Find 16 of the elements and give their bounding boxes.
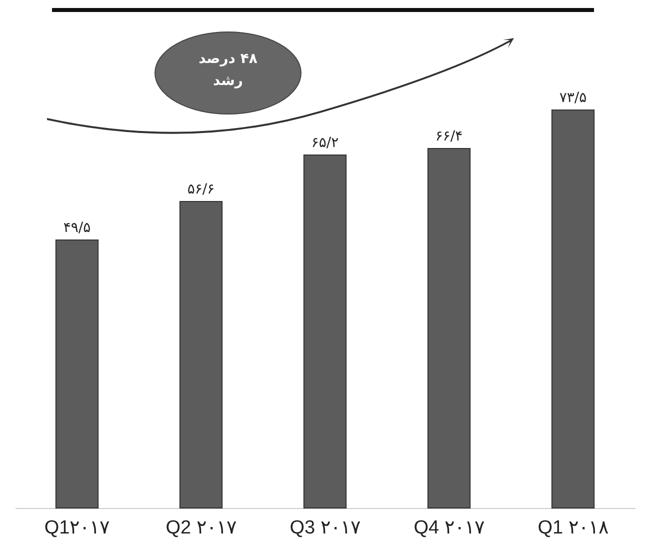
x-tick-label: Q4 ۲۰۱۷: [414, 518, 484, 538]
bar: [55, 239, 99, 508]
data-label: ۶۵/۲: [311, 134, 339, 151]
bar: [551, 110, 595, 508]
x-tick-label: Q3 ۲۰۱۷: [290, 518, 360, 538]
x-tick-label: Q2 ۲۰۱۷: [166, 518, 236, 538]
data-label: ۷۳/۵: [559, 90, 587, 106]
text: ۴۸ درصد رشد: [198, 50, 258, 91]
data-label: ۴۹/۵: [63, 220, 91, 236]
bar: [179, 201, 223, 508]
bar: [427, 148, 471, 508]
data-label: ۵۶/۶: [187, 182, 215, 198]
x-tick-label: Q1۲۰۱۷: [44, 518, 110, 538]
bar: [303, 154, 347, 508]
x-tick-label: Q1 ۲۰۱۸: [538, 518, 608, 538]
data-label: ۶۶/۴: [435, 128, 463, 144]
